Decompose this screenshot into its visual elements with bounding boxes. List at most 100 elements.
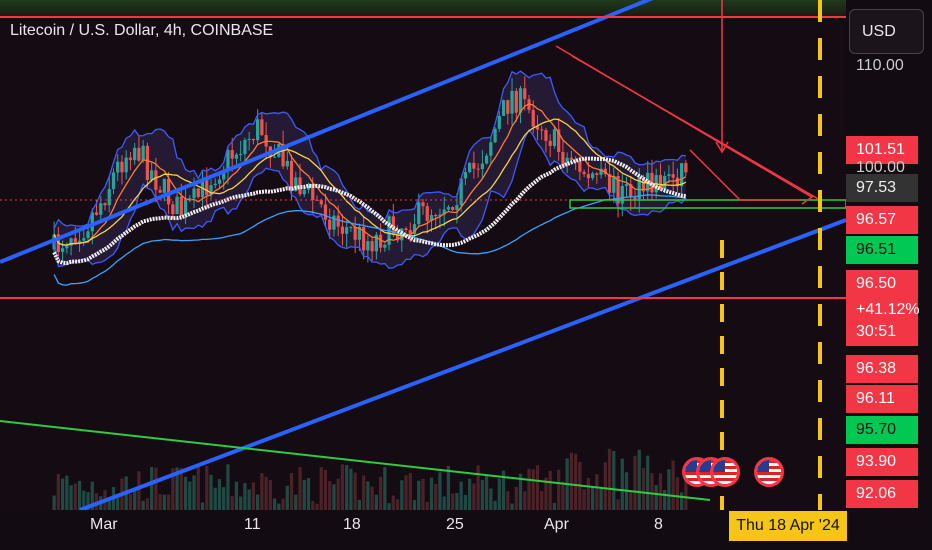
candle [442,209,446,215]
candle [332,215,336,230]
currency-button[interactable]: USD [849,9,924,54]
candle [306,183,311,190]
candle [429,215,434,221]
volume-bar [493,500,497,510]
price-label: 96.51 [846,236,918,264]
time-label-11: 11 [244,516,261,533]
volume-bar [654,485,658,510]
price-chart[interactable] [0,0,846,510]
candle [222,170,226,180]
candle [408,230,412,234]
candle [213,183,217,186]
volume-bar [362,475,366,510]
candle [285,160,289,167]
us-flag-event-icon[interactable] [710,457,740,487]
candle [336,215,340,227]
candle [476,168,480,170]
candle [99,203,103,215]
candle [616,175,620,204]
volume-bar [455,492,459,510]
volume-bar [374,494,378,510]
volume-bar [429,477,434,510]
ma-white-line [52,156,687,266]
candle [497,115,501,129]
volume-bar [345,464,349,510]
bollinger-lower [53,128,687,269]
candle [612,175,616,193]
candle [116,161,120,173]
volume-bar [395,499,400,510]
candle [272,156,277,158]
candle [641,177,646,192]
volume-bar [412,499,417,510]
volume-bar [391,495,395,510]
volume-bar [501,470,506,510]
candle [311,183,315,200]
volume-bar [446,466,451,510]
candle [141,145,145,161]
volume-bar [222,487,226,510]
volume-bar [595,474,599,510]
volume-bar [612,450,616,510]
candle [366,241,370,251]
volume-bar [590,487,595,510]
candle [196,188,200,198]
volume-bar [404,475,408,510]
volume-bar [260,473,264,510]
volume-bar [438,472,442,510]
crosshair-date-tag: Thu 18 Apr '24 [729,511,847,541]
volume-bar [518,473,523,510]
candle [501,100,506,116]
candle [438,214,442,217]
candle [518,88,523,113]
price-label: 95.70 [846,416,918,444]
candle [357,226,362,240]
candle [544,130,548,141]
volume-bar [451,493,455,510]
candle [484,155,489,164]
volume-bar [463,494,468,510]
candle [154,170,158,190]
candle [128,157,133,161]
volume-bar [569,452,574,510]
candle [633,197,637,200]
volume-bar [557,469,561,510]
candle [455,205,459,210]
time-label-8: 8 [654,516,663,533]
candle [183,199,188,216]
channel-lower [79,218,846,510]
volume-bar [544,477,548,510]
volume-bar [421,478,425,510]
volume-bar [205,465,209,510]
price-label: 101.51 [846,136,918,164]
volume-bar [162,494,166,510]
candle [323,204,328,220]
candle [226,150,230,171]
volume-bar [133,488,137,510]
time-label-apr: Apr [544,516,569,533]
candle [412,224,417,234]
candle [65,245,69,249]
price-label: 96.50 [846,270,918,298]
volume-bar [387,503,391,510]
volume-bar [658,473,663,510]
support-box [569,199,846,209]
volume-bar [425,501,429,510]
candle [561,152,565,166]
candle [345,227,349,234]
volume-bar [336,478,340,510]
volume-bar [484,474,489,510]
volume-bar [145,498,150,510]
volume-bar [243,483,247,510]
candle [111,172,116,190]
candle [680,163,684,187]
volume-bar [357,499,362,510]
volume-bar [599,488,603,510]
candle [340,226,345,234]
volume-bar [548,470,552,510]
volume-bar [56,473,60,510]
candle [595,173,599,175]
candle [421,202,425,207]
us-flag-event-icon[interactable] [754,457,784,487]
candle [82,238,86,241]
